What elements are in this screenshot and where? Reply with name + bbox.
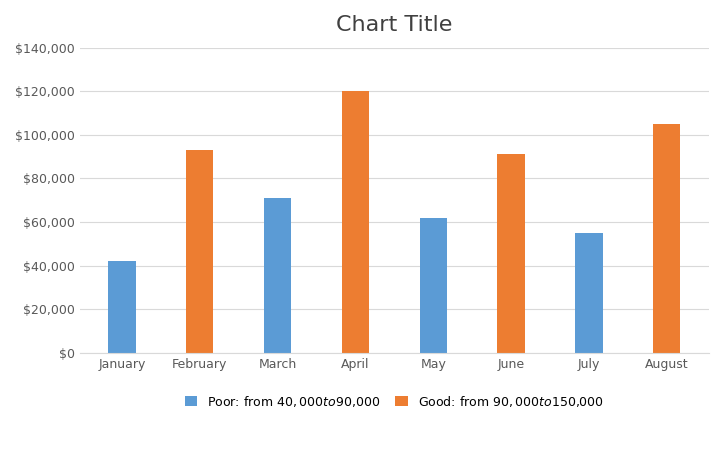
Bar [186, 150, 214, 353]
Title: Chart Title: Chart Title [336, 15, 452, 35]
Bar [420, 218, 447, 353]
Legend: Poor: from $40,000 to $90,000, Good: from $90,000 to $150,000: Poor: from $40,000 to $90,000, Good: fro… [180, 388, 609, 414]
Bar [576, 233, 602, 353]
Bar [342, 91, 369, 353]
Bar [264, 198, 291, 353]
Bar [109, 261, 135, 353]
Bar [497, 154, 525, 353]
Bar [653, 124, 681, 353]
